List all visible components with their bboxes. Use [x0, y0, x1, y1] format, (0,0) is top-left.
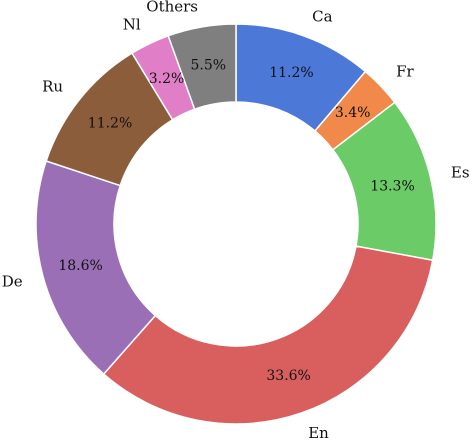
category-label-es: Es: [451, 163, 470, 181]
slices-group: [35, 23, 437, 425]
percent-label-others: 5.5%: [191, 57, 227, 73]
category-label-ru: Ru: [42, 77, 63, 95]
percent-label-fr: 3.4%: [335, 105, 371, 121]
percent-label-es: 13.3%: [370, 178, 414, 194]
slice-others: [167, 23, 237, 111]
percent-label-ca: 11.2%: [269, 65, 313, 81]
category-label-ca: Ca: [312, 8, 332, 26]
percent-labels-group: 11.2% 3.4% 13.3% 33.6% 18.6% 11.2% 3.2% 5.5%: [58, 57, 414, 384]
category-label-fr: Fr: [396, 63, 414, 81]
slice-en: [102, 245, 434, 425]
category-label-nl: Nl: [123, 16, 141, 34]
category-label-en: En: [308, 424, 329, 440]
category-label-others: Others: [146, 0, 198, 15]
percent-label-de: 18.6%: [58, 258, 102, 274]
percent-label-nl: 3.2%: [149, 71, 185, 87]
percent-label-ru: 11.2%: [88, 116, 132, 132]
percent-label-en: 33.6%: [266, 368, 310, 384]
category-label-de: De: [2, 273, 23, 291]
